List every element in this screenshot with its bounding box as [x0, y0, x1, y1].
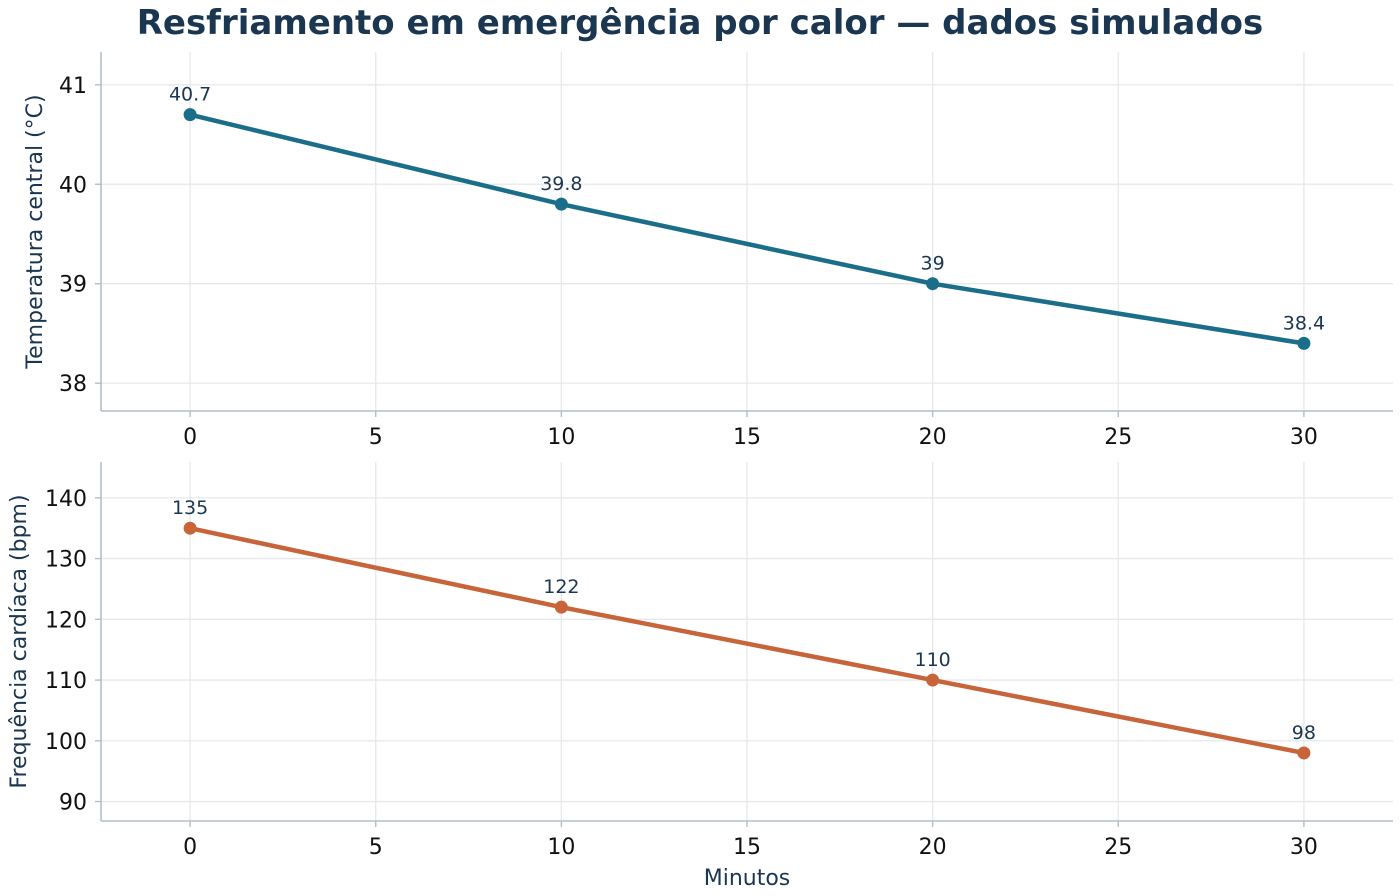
x-tick-label: 5 [369, 425, 383, 450]
y-tick-label: 120 [45, 608, 87, 633]
x-axis-label: Minutos [704, 866, 791, 891]
temperature-data-point [183, 108, 197, 122]
x-tick-label: 30 [1290, 425, 1318, 450]
temperature-panel: 0 5 10 15 20 25 30 38 39 40 41 Temperatura central … [23, 52, 1393, 450]
x-tick-label: 10 [547, 425, 575, 450]
temperature-data-point [554, 197, 568, 211]
x-tick-label: 25 [1104, 835, 1132, 860]
y-tick-label: 40 [59, 173, 87, 198]
heart-rate-data-label: 98 [1292, 722, 1316, 744]
y-tick-label: 38 [59, 372, 87, 397]
heart-rate-data-label: 110 [914, 649, 950, 671]
y-tick-label: 41 [59, 74, 87, 99]
y-tick-label: 100 [45, 730, 87, 755]
heart-rate-panel: 0 5 10 15 20 25 30 90 100 110 120 130 140 Frequência … [7, 462, 1393, 891]
x-tick-label: 25 [1104, 425, 1132, 450]
x-tick-label: 20 [919, 835, 947, 860]
heart-rate-data-point [926, 673, 940, 687]
temperature-data-label: 39 [921, 253, 945, 275]
heart-rate-y-axis-label: Frequência cardíaca (bpm) [7, 494, 32, 788]
y-tick-label: 39 [59, 273, 87, 298]
x-tick-label: 0 [183, 835, 197, 860]
heart-rate-data-point [1297, 746, 1311, 760]
x-tick-label: 15 [733, 835, 761, 860]
y-tick-label: 110 [45, 669, 87, 694]
heart-rate-series-line [187, 525, 1307, 756]
x-tick-label: 0 [183, 425, 197, 450]
x-tick-label: 30 [1290, 835, 1318, 860]
temperature-y-axis-label: Temperatura central (°C) [23, 94, 48, 369]
heart-rate-data-label: 122 [543, 576, 579, 598]
temperature-data-point [926, 277, 940, 291]
y-tick-label: 140 [45, 487, 87, 512]
x-tick-label: 5 [369, 835, 383, 860]
chart-title: Resfriamento em emergência por calor — d… [137, 3, 1264, 43]
temperature-data-label: 38.4 [1283, 312, 1325, 334]
y-tick-label: 130 [45, 548, 87, 573]
heart-rate-data-point [554, 600, 568, 614]
temperature-data-label: 40.7 [169, 84, 211, 106]
x-tick-label: 10 [547, 835, 575, 860]
y-tick-label: 90 [59, 791, 87, 816]
x-tick-label: 20 [919, 425, 947, 450]
temperature-series-line [187, 112, 1307, 346]
x-tick-label: 15 [733, 425, 761, 450]
heart-rate-data-point [183, 521, 197, 535]
temperature-data-point [1297, 336, 1311, 350]
temperature-data-label: 39.8 [540, 173, 582, 195]
heart-rate-data-label: 135 [172, 497, 208, 519]
